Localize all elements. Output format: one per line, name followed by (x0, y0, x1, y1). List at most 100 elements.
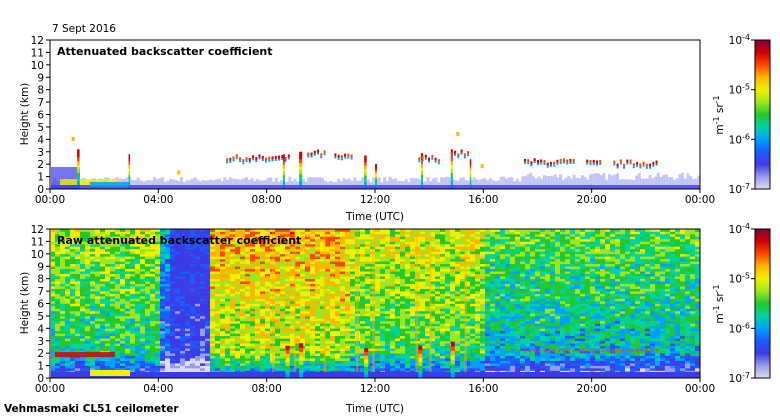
raw-signal-cell (210, 271, 216, 274)
raw-signal-cell (370, 345, 376, 349)
raw-signal-cell (90, 340, 96, 344)
raw-signal-cell (255, 350, 261, 354)
raw-signal-cell (255, 248, 261, 252)
raw-signal-cell (345, 283, 351, 287)
raw-signal-cell (235, 328, 241, 332)
raw-signal-cell (195, 291, 201, 294)
raw-signal-cell (335, 286, 341, 289)
raw-signal-cell (60, 325, 66, 329)
raw-signal-cell (355, 283, 361, 287)
raw-signal-cell (70, 256, 76, 260)
raw-signal-cell (75, 231, 81, 235)
raw-signal-cell (230, 315, 236, 319)
raw-signal-cell (215, 233, 221, 237)
raw-signal-cell (340, 360, 346, 364)
raw-signal-cell (180, 363, 186, 366)
raw-signal-cell (400, 281, 406, 284)
raw-signal-cell (65, 328, 71, 332)
raw-signal-cell (400, 333, 406, 337)
raw-signal-cell (210, 283, 216, 287)
raw-signal-cell (120, 276, 126, 279)
raw-signal-cell (65, 360, 71, 364)
raw-signal-cell (405, 368, 411, 371)
raw-signal-cell (135, 328, 141, 332)
raw-signal-cell (95, 360, 101, 364)
raw-signal-cell (275, 283, 281, 287)
raw-signal-cell (230, 308, 236, 312)
raw-signal-cell (395, 370, 401, 374)
raw-signal-cell (230, 251, 236, 255)
cloud-column-segment (375, 184, 377, 188)
raw-signal-cell (170, 301, 176, 304)
raw-signal-cell (205, 283, 211, 287)
raw-signal-cell (170, 251, 176, 255)
raw-signal-cell (75, 345, 81, 349)
raw-signal-cell (85, 261, 91, 265)
raw-signal-cell (175, 323, 181, 327)
cloud-dot (239, 157, 242, 161)
raw-signal-cell (385, 271, 391, 274)
raw-signal-cell (345, 313, 351, 317)
raw-signal-cell (55, 229, 61, 232)
raw-signal-cell (340, 248, 346, 252)
raw-signal-cell (190, 301, 196, 304)
raw-signal-cell (140, 318, 146, 322)
raw-signal-cell (125, 318, 131, 322)
raw-signal-cell (85, 231, 91, 235)
colorbar-tick-label: 10-7 (729, 182, 750, 196)
raw-signal-cell (315, 370, 321, 374)
raw-signal-cell (240, 360, 246, 364)
raw-signal-cell (235, 288, 241, 292)
raw-signal-cell (90, 315, 96, 319)
cloud-dot (307, 155, 310, 158)
raw-signal-cell (210, 330, 216, 334)
raw-signal-cell (180, 365, 186, 369)
raw-signal-cell (415, 323, 421, 327)
raw-signal-cell (415, 303, 421, 307)
raw-signal-cell (85, 320, 91, 324)
raw-signal-cell (295, 236, 301, 240)
raw-signal-cell (305, 263, 311, 267)
raw-signal-cell (320, 333, 326, 337)
raw-signal-cell (315, 365, 321, 369)
raw-signal-cell (65, 343, 71, 347)
raw-signal-cell (110, 251, 116, 255)
raw-signal-cell (185, 261, 191, 265)
raw-signal-cell (295, 305, 301, 309)
raw-signal-cell (395, 243, 401, 247)
raw-signal-cell (115, 328, 121, 332)
raw-signal-cell (230, 229, 236, 232)
raw-signal-cell (240, 288, 246, 292)
raw-signal-cell (80, 273, 86, 277)
raw-signal-cell (185, 243, 191, 247)
raw-signal-cell (225, 323, 231, 327)
raw-signal-cell (385, 340, 391, 344)
raw-signal-cell (390, 236, 396, 240)
raw-signal-cell (340, 291, 346, 294)
raw-signal-cell (365, 246, 371, 250)
raw-signal-cell (290, 303, 296, 307)
raw-signal-cell (400, 348, 406, 351)
raw-signal-cell (80, 355, 86, 359)
raw-signal-cell (205, 246, 211, 250)
raw-signal-cell (125, 236, 131, 240)
raw-signal-cell (325, 353, 331, 356)
raw-signal-cell (120, 360, 126, 364)
raw-signal-cell (320, 286, 326, 289)
raw-signal-cell (415, 278, 421, 282)
raw-signal-cell (290, 360, 296, 364)
cloud-dot (261, 155, 264, 159)
raw-signal-cell (280, 330, 286, 334)
raw-signal-cell (95, 251, 101, 255)
raw-signal-cell (200, 291, 206, 294)
raw-signal-cell (280, 358, 286, 361)
raw-signal-cell (65, 338, 71, 342)
raw-signal-cell (320, 248, 326, 252)
haze-layer-column (415, 178, 419, 189)
raw-signal-cell (345, 358, 351, 361)
raw-signal-cell (145, 303, 151, 307)
raw-signal-cell (330, 330, 336, 334)
raw-signal-cell (335, 353, 341, 356)
raw-signal-cell (245, 241, 251, 245)
raw-signal-cell (185, 251, 191, 255)
